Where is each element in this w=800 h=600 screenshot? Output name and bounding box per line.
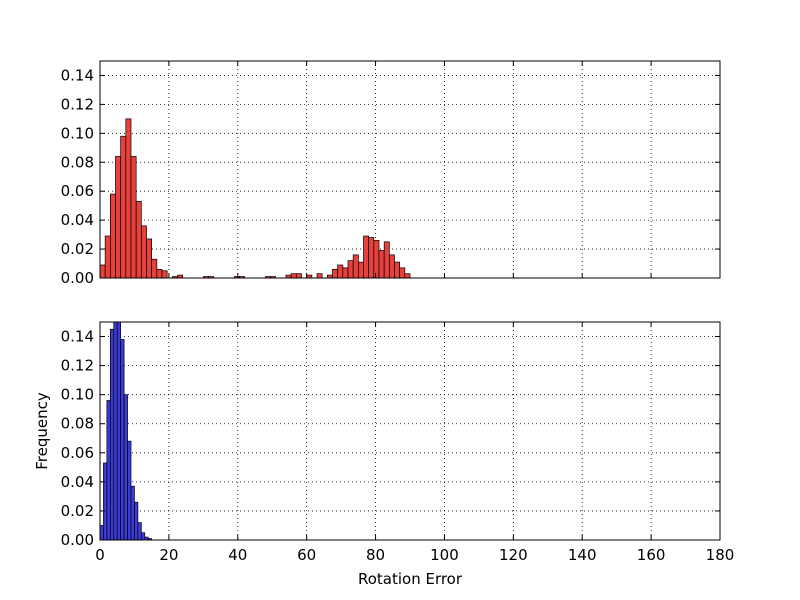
histogram-bar	[103, 462, 108, 540]
histogram-bar	[125, 118, 132, 278]
histogram-bar	[378, 250, 385, 278]
histogram-bar	[404, 273, 411, 278]
histogram-bar	[394, 261, 401, 278]
histogram-bar	[383, 241, 390, 278]
histogram-bar	[140, 532, 146, 540]
y-tick-label: 0.12	[61, 357, 94, 375]
histogram-bar	[316, 273, 323, 278]
y-tick-label: 0.14	[61, 328, 94, 346]
histogram-bar	[352, 254, 359, 278]
y-tick-label: 0.00	[61, 269, 94, 287]
x-tick-label: 80	[366, 546, 385, 564]
histogram-bar	[208, 276, 215, 278]
histogram-bar	[295, 273, 302, 278]
axes-frame	[99, 321, 721, 541]
histogram-bar	[399, 267, 406, 278]
histogram-bar	[137, 522, 142, 540]
histogram-bar	[130, 156, 137, 278]
bars	[100, 118, 411, 278]
histogram-bar	[123, 394, 128, 540]
x-tick-label: 20	[159, 546, 178, 564]
y-tick-label: 0.04	[61, 473, 94, 491]
x-tick-label: 0	[95, 546, 105, 564]
axes-frame	[99, 60, 721, 279]
histogram-bar	[290, 273, 297, 278]
histogram-bar	[135, 200, 142, 278]
histogram-bar	[100, 525, 104, 540]
histogram-bar	[115, 156, 122, 278]
histogram-bar	[100, 264, 106, 278]
y-tick-label: 0.06	[61, 182, 94, 200]
x-ticks	[99, 61, 721, 278]
histogram-bar	[140, 225, 147, 278]
y-tick-label: 0.08	[61, 153, 94, 171]
x-tick-label: 40	[228, 546, 247, 564]
histogram-bar	[134, 501, 139, 540]
histogram-bar	[109, 193, 116, 278]
histogram-bar	[130, 485, 135, 540]
histogram-bar	[147, 538, 153, 540]
y-tick-label: 0.14	[61, 66, 94, 84]
y-tick-label: 0.00	[61, 531, 94, 549]
x-tick-label: 180	[706, 546, 735, 564]
y-tick-label: 0.04	[61, 211, 94, 229]
histogram-bar	[106, 400, 111, 540]
histogram-bar	[146, 238, 153, 278]
x-tick-label: 100	[430, 546, 459, 564]
x-tick-label: 120	[499, 546, 528, 564]
histogram-bar	[270, 276, 277, 278]
histogram-bar	[120, 339, 125, 540]
histogram-bar	[357, 261, 364, 278]
histogram-bar	[127, 440, 132, 540]
histogram-bar	[113, 322, 118, 540]
y-tick-label: 0.02	[61, 240, 94, 258]
histogram-bar	[104, 235, 111, 278]
x-tick-label: 160	[637, 546, 666, 564]
histogram-bar	[332, 268, 339, 278]
histogram-bar	[388, 254, 395, 278]
bars	[100, 322, 153, 540]
histogram-bar	[109, 328, 115, 540]
x-tick-label: 140	[568, 546, 597, 564]
histogram-bar	[239, 276, 246, 278]
y-tick-label: 0.08	[61, 415, 94, 433]
bottom-histogram-panel: 0.00 0.02 0.04 0.06 0.08 0.10 0.12 0.14 0 20 40 60 8…	[61, 321, 734, 564]
grid	[99, 322, 721, 541]
histogram-bar	[337, 264, 344, 278]
histogram-bar	[161, 270, 168, 278]
histogram-bar	[363, 235, 370, 278]
x-ticks: 0 20 40 60 80 100 120 140 160 180	[95, 322, 734, 564]
y-ticks: 0.00 0.02 0.04 0.06 0.08 0.10 0.12 0.14	[61, 66, 720, 287]
histogram-bar	[368, 237, 375, 278]
histogram-bar	[373, 240, 380, 278]
y-ticks: 0.00 0.02 0.04 0.06 0.08 0.10 0.12 0.14	[61, 328, 720, 549]
top-histogram-panel: 0.00 0.02 0.04 0.06 0.08 0.10 0.12 0.14	[61, 60, 721, 287]
histogram-bar	[342, 267, 349, 278]
y-tick-label: 0.10	[61, 124, 94, 142]
histogram-bar	[116, 322, 122, 540]
x-tick-label: 60	[297, 546, 316, 564]
y-tick-label: 0.10	[61, 386, 94, 404]
x-axis-label: Rotation Error	[358, 570, 463, 588]
histogram-bar	[347, 260, 354, 278]
histogram-bar	[151, 258, 158, 278]
y-axis-label: Frequency	[33, 392, 51, 470]
grid	[99, 61, 721, 279]
histogram-bar	[156, 268, 163, 278]
y-tick-label: 0.06	[61, 444, 94, 462]
y-tick-label: 0.02	[61, 502, 94, 520]
y-tick-label: 0.12	[61, 95, 94, 113]
histogram-bar	[120, 135, 127, 278]
